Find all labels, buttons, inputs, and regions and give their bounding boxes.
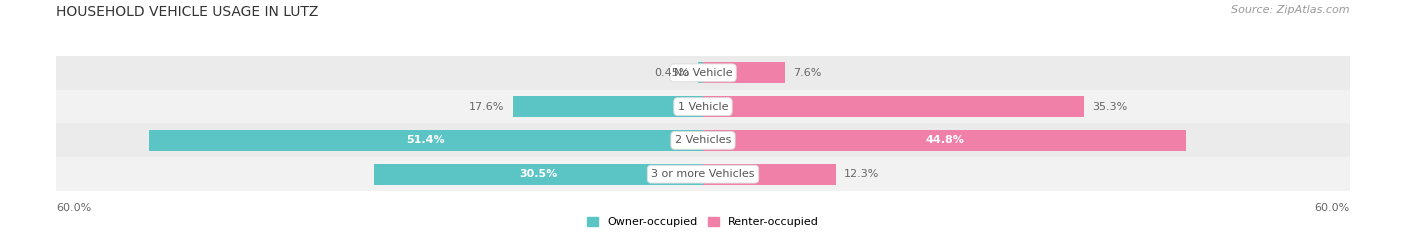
Text: 2 Vehicles: 2 Vehicles [675, 135, 731, 145]
Text: HOUSEHOLD VEHICLE USAGE IN LUTZ: HOUSEHOLD VEHICLE USAGE IN LUTZ [56, 5, 319, 19]
Text: 30.5%: 30.5% [519, 169, 558, 179]
Text: 17.6%: 17.6% [470, 102, 505, 112]
Bar [703, 96, 1084, 117]
Text: No Vehicle: No Vehicle [673, 68, 733, 78]
Text: 51.4%: 51.4% [406, 135, 446, 145]
Bar [56, 90, 1350, 123]
Text: 60.0%: 60.0% [1315, 203, 1350, 213]
Bar [703, 62, 785, 83]
Text: 35.3%: 35.3% [1092, 102, 1128, 112]
Bar [703, 130, 1185, 151]
Bar [149, 130, 703, 151]
Text: Source: ZipAtlas.com: Source: ZipAtlas.com [1232, 5, 1350, 15]
Bar [513, 96, 703, 117]
Bar [56, 157, 1350, 191]
Text: 44.8%: 44.8% [925, 135, 965, 145]
Bar [56, 56, 1350, 90]
Bar [56, 123, 1350, 157]
Text: 12.3%: 12.3% [844, 169, 880, 179]
Text: 60.0%: 60.0% [56, 203, 91, 213]
Legend: Owner-occupied, Renter-occupied: Owner-occupied, Renter-occupied [586, 217, 820, 227]
Bar [703, 164, 835, 185]
Text: 1 Vehicle: 1 Vehicle [678, 102, 728, 112]
Bar [699, 62, 703, 83]
Text: 3 or more Vehicles: 3 or more Vehicles [651, 169, 755, 179]
Text: 0.45%: 0.45% [654, 68, 689, 78]
Text: 7.6%: 7.6% [793, 68, 823, 78]
Bar [374, 164, 703, 185]
